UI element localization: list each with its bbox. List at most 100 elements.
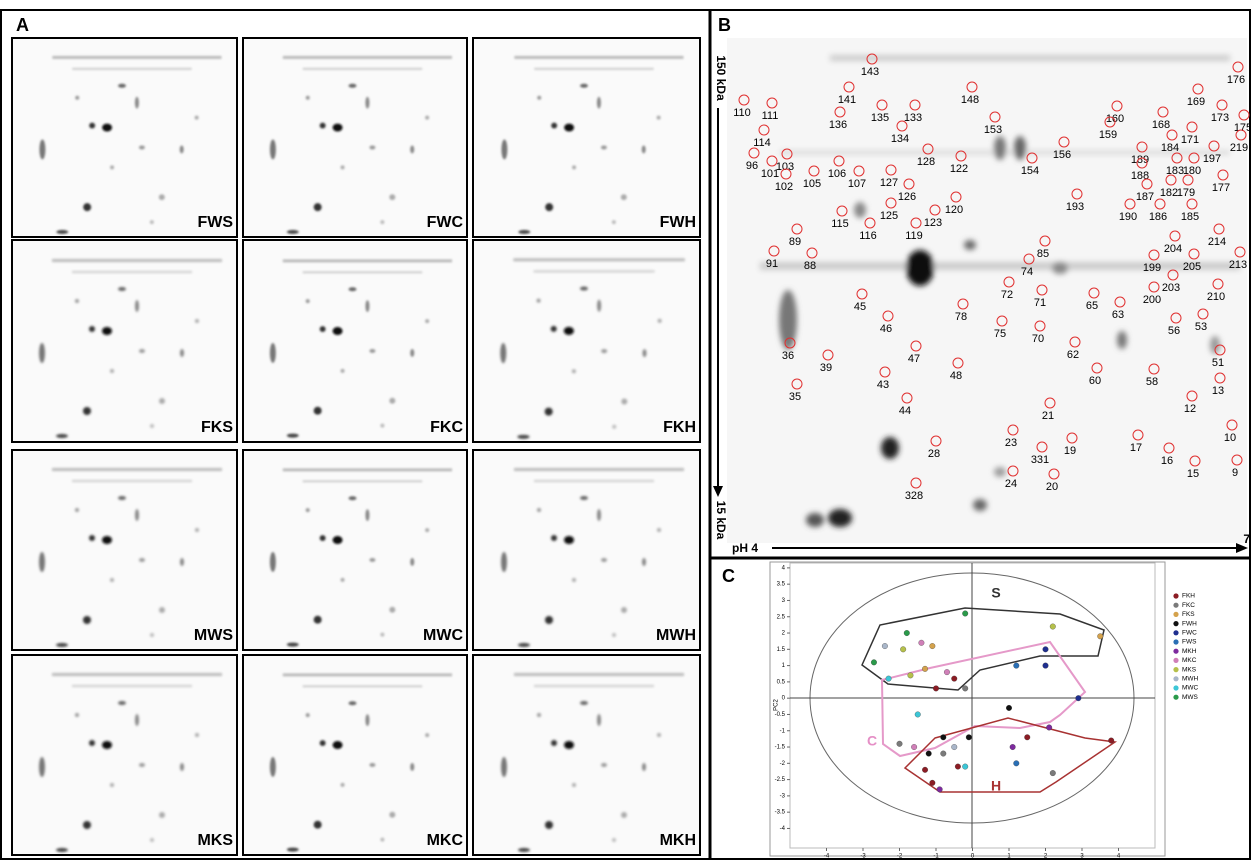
mw-label: 15 kDa <box>714 501 728 540</box>
spot-label: 89 <box>789 236 801 248</box>
y-tick-label: -1.5 <box>775 745 786 751</box>
spot-label: 39 <box>820 362 832 374</box>
point <box>926 751 932 757</box>
gel-label: MWS <box>194 627 233 644</box>
point <box>1050 624 1056 630</box>
legend-label: MKS <box>1182 666 1197 673</box>
y-tick-label: -3.5 <box>775 810 786 816</box>
spot-label: 15 <box>1187 468 1199 480</box>
legend-marker <box>1173 685 1178 690</box>
point <box>1014 761 1020 767</box>
legend-marker <box>1173 612 1178 617</box>
spot-label: 9 <box>1232 467 1238 479</box>
gel-image <box>12 241 237 441</box>
point <box>941 734 947 740</box>
spot-label: 153 <box>984 124 1002 136</box>
point <box>897 741 903 747</box>
gel-label: FKH <box>663 419 696 436</box>
point <box>922 767 928 773</box>
point <box>915 712 921 718</box>
spot-label: 331 <box>1031 454 1049 466</box>
spot-label: 197 <box>1203 153 1221 165</box>
spot-label: 16 <box>1161 455 1173 467</box>
y-tick-label: 1.5 <box>777 647 786 653</box>
spot-label: 214 <box>1208 236 1226 248</box>
legend-label: FKC <box>1182 602 1195 609</box>
spot-label: 176 <box>1227 74 1245 86</box>
spot-label: 51 <box>1212 357 1224 369</box>
point <box>1097 633 1103 639</box>
spot-label: 122 <box>950 163 968 175</box>
point <box>919 640 925 646</box>
spot-label: 328 <box>905 490 923 502</box>
spot-label: 159 <box>1099 129 1117 141</box>
point <box>955 764 961 770</box>
spot-label: 168 <box>1152 119 1170 131</box>
gel-label: FWS <box>197 214 233 231</box>
gel-image <box>475 38 699 237</box>
point <box>1046 725 1052 731</box>
y-tick-label: 0.5 <box>777 679 786 685</box>
figure: A B C FWSFWCFWHFKSFKCFKHMWSMWCMWHMKSMKCM… <box>0 0 1251 860</box>
point <box>871 660 877 666</box>
spot-label: 141 <box>838 94 856 106</box>
spot-label: 20 <box>1046 481 1058 493</box>
gel-image <box>474 655 699 855</box>
spot-label: 186 <box>1149 211 1167 223</box>
spot-label: 28 <box>928 448 940 460</box>
point <box>944 669 950 675</box>
mw-label: 150 kDa <box>714 55 728 101</box>
legend-marker <box>1173 639 1178 644</box>
spot-label: 199 <box>1143 262 1161 274</box>
point <box>966 734 972 740</box>
spot-label: 128 <box>917 156 935 168</box>
y-tick-label: 3.5 <box>777 582 786 588</box>
point <box>962 764 968 770</box>
y-tick-label: -0.5 <box>775 712 786 718</box>
point <box>962 686 968 692</box>
spot-label: 62 <box>1067 349 1079 361</box>
spot-label: 188 <box>1131 170 1149 182</box>
group-label: S <box>991 585 1000 601</box>
point <box>1076 695 1082 701</box>
point <box>937 787 943 793</box>
gel-image <box>12 450 237 650</box>
point <box>904 630 910 636</box>
spot-label: 187 <box>1136 191 1154 203</box>
spot-label: 143 <box>861 66 879 78</box>
spot-label: 74 <box>1021 266 1033 278</box>
gel-image <box>13 38 237 237</box>
spot-label: 13 <box>1212 385 1224 397</box>
legend-label: FWH <box>1182 620 1197 627</box>
legend-label: MWC <box>1182 685 1199 692</box>
spot-label: 23 <box>1005 437 1017 449</box>
spot-label: 123 <box>924 217 942 229</box>
point <box>1050 770 1056 776</box>
spot-label: 185 <box>1181 211 1199 223</box>
point <box>941 751 947 757</box>
spot-label: 135 <box>871 112 889 124</box>
spot-label: 127 <box>880 177 898 189</box>
legend-marker <box>1173 593 1178 598</box>
spot-label: 47 <box>908 353 920 365</box>
spot-label: 173 <box>1211 112 1229 124</box>
legend-label: MKC <box>1182 657 1197 664</box>
spot-label: 125 <box>880 210 898 222</box>
spot-label: 204 <box>1164 243 1182 255</box>
spot-label: 56 <box>1168 325 1180 337</box>
spot-label: 134 <box>891 133 909 145</box>
spot-label: 190 <box>1119 211 1137 223</box>
gel-image <box>473 240 700 442</box>
spot-label: 184 <box>1161 142 1179 154</box>
spot-label: 193 <box>1066 201 1084 213</box>
point <box>962 611 968 617</box>
spot-label: 24 <box>1005 478 1017 490</box>
point <box>951 744 957 750</box>
spot-label: 126 <box>898 191 916 203</box>
spot-label: 219 <box>1230 142 1248 154</box>
gel-label: FKS <box>201 419 233 436</box>
ph-label: 7 <box>1243 532 1250 546</box>
spot-label: 148 <box>961 94 979 106</box>
spot-label: 210 <box>1207 291 1225 303</box>
spot-label: 60 <box>1089 375 1101 387</box>
